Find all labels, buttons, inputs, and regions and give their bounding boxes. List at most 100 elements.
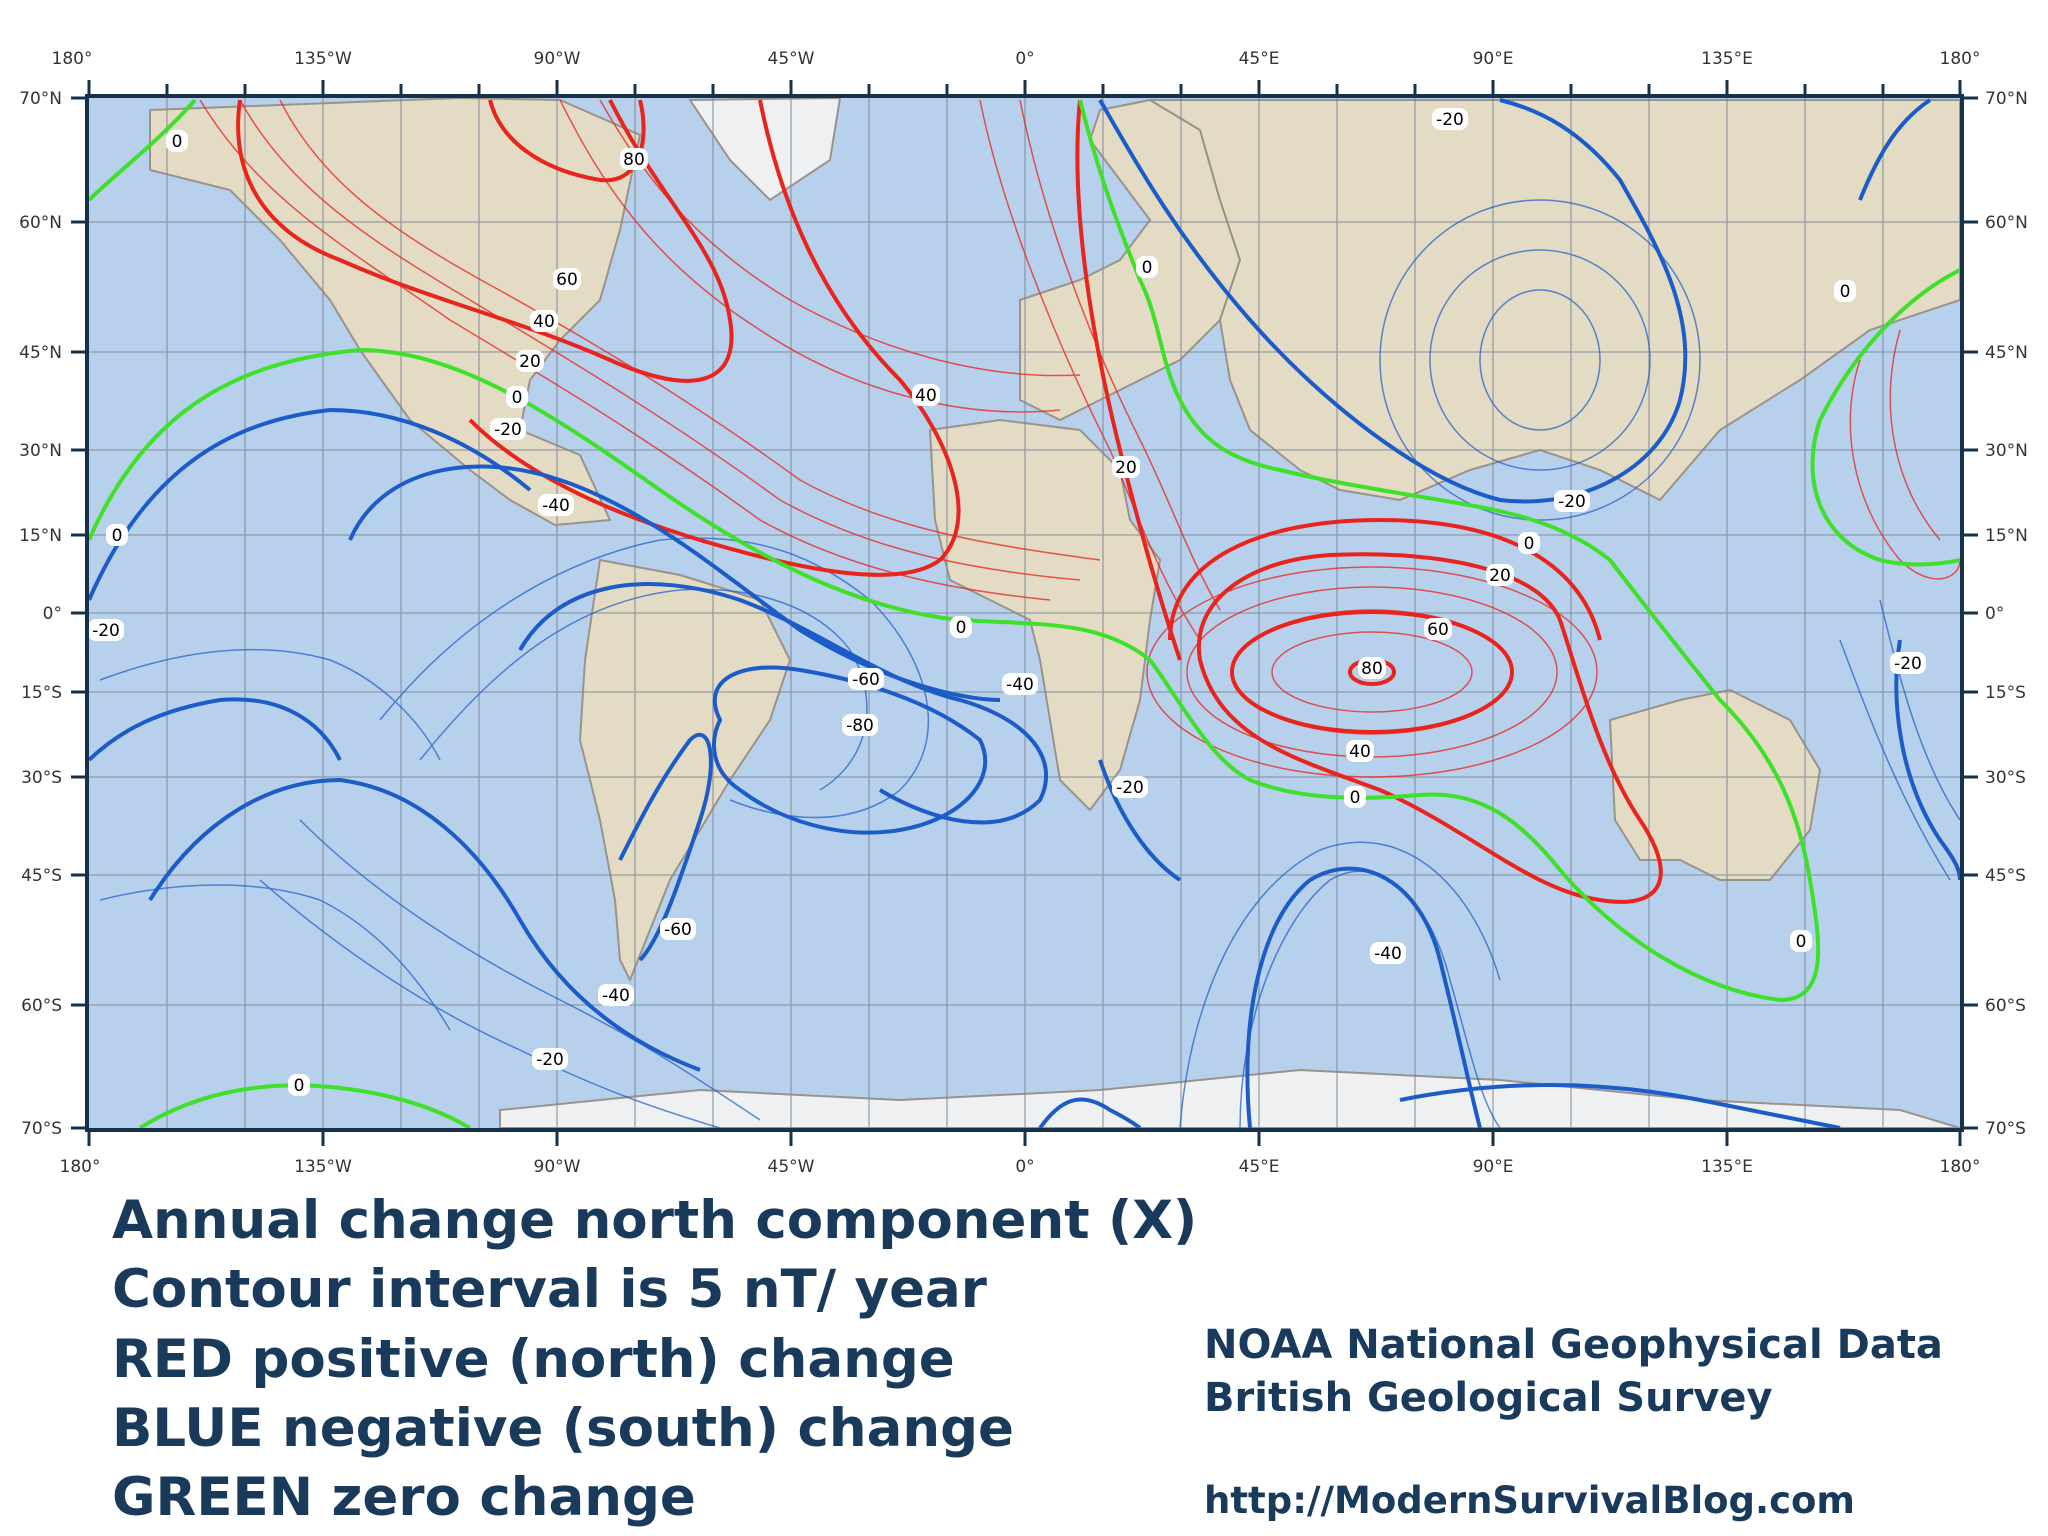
blue-contour-20-pacific — [1858, 98, 1932, 201]
lat-label: 30°N — [1985, 441, 2028, 461]
lat-label: 60°S — [21, 996, 62, 1016]
lon-label: 90°E — [1473, 1157, 1514, 1177]
lat-label: 30°N — [19, 441, 62, 461]
svg-text:-80: -80 — [846, 716, 874, 736]
svg-text:-20: -20 — [1436, 110, 1464, 130]
contour-label-blue-11: -60 — [660, 918, 696, 940]
svg-text:-20: -20 — [536, 1050, 564, 1070]
svg-text:0: 0 — [1142, 258, 1153, 278]
contour-label-blue-7: -20 — [89, 619, 124, 641]
contour-label-blue-4: -80 — [842, 714, 878, 736]
contour-label-green-7: 0 — [1344, 786, 1366, 808]
contour-label-red-2: 60 — [553, 268, 581, 290]
lon-label: 135°W — [294, 49, 352, 69]
lon-label: 0° — [1015, 49, 1034, 69]
lon-label: 180° — [1940, 1157, 1981, 1177]
lon-label: 90°E — [1473, 49, 1514, 69]
contour-label-blue-1: -20 — [490, 418, 526, 440]
lon-label: 180° — [52, 49, 93, 69]
blue-contour-20-nw — [89, 407, 532, 601]
lon-label: 0° — [1015, 1157, 1034, 1177]
blue-contours — [89, 98, 1960, 1128]
svg-text:0: 0 — [1350, 788, 1361, 808]
contour-label-green-2: 0 — [506, 386, 528, 408]
svg-text:80: 80 — [1361, 659, 1383, 679]
svg-text:0: 0 — [1796, 932, 1807, 952]
lat-label: 15°N — [1985, 526, 2028, 546]
svg-text:0: 0 — [1524, 534, 1535, 554]
antarctica — [499, 1068, 1960, 1128]
svg-text:0: 0 — [1840, 282, 1851, 302]
blue-contour-40-indian — [1245, 866, 1482, 1128]
lat-label: 30°S — [1985, 768, 2026, 788]
zero-contour-main — [89, 99, 1821, 1003]
lat-label: 0° — [43, 604, 62, 624]
red-contour-60-indian — [1230, 610, 1514, 734]
blue-contour-60-south — [618, 732, 713, 962]
svg-text:40: 40 — [533, 312, 555, 332]
svg-text:60: 60 — [556, 270, 578, 290]
contour-label-red-3: 40 — [530, 310, 558, 332]
blue-contour-20-indian — [1098, 759, 1182, 882]
lat-label: 0° — [1985, 604, 2004, 624]
longitude-labels-bottom: 180° 135°W 90°W 45°W 0° 45°E 90°E 135°E … — [60, 1157, 1981, 1177]
svg-text:40: 40 — [915, 386, 937, 406]
greenland — [688, 98, 842, 202]
contour-label-red-8: 60 — [1424, 618, 1452, 640]
lat-label: 45°N — [1985, 343, 2028, 363]
contour-label-red-1: 80 — [620, 148, 648, 170]
contour-label-blue-9: -20 — [1554, 490, 1590, 512]
latitude-labels-left: 70°N 60°N 45°N 30°N 15°N 0° 15°S 30°S 45… — [19, 89, 62, 1139]
caption-red: RED positive (north) change — [112, 1329, 955, 1390]
lat-label: 60°S — [1985, 996, 2026, 1016]
blue-contour-20-sw-pacific — [1894, 639, 1960, 881]
contour-labels: 80 60 40 20 40 20 20 60 80 40 0 0 0 0 0 … — [89, 108, 1926, 1096]
red-contour-20 — [1075, 99, 1182, 661]
lon-label: 135°E — [1701, 49, 1753, 69]
lat-label: 60°N — [19, 213, 62, 233]
blue-contour-south-pacific — [1038, 1097, 1142, 1128]
contour-label-blue-10: -20 — [1890, 652, 1926, 674]
contour-label-green-8: 0 — [1790, 930, 1812, 952]
credit-noaa: NOAA National Geophysical Data — [1204, 1322, 1943, 1368]
svg-text:80: 80 — [623, 150, 645, 170]
svg-text:-40: -40 — [1374, 944, 1402, 964]
contour-label-red-4: 20 — [516, 350, 544, 372]
svg-text:0: 0 — [512, 388, 523, 408]
lon-label: 90°W — [534, 1157, 581, 1177]
zero-contour-nw — [89, 98, 197, 202]
red-contour-60-north — [236, 99, 734, 383]
contour-label-blue-2: -40 — [538, 494, 574, 516]
svg-text:20: 20 — [1489, 566, 1511, 586]
contour-label-blue-12: -40 — [598, 984, 634, 1006]
svg-text:-20: -20 — [1558, 492, 1586, 512]
svg-text:-40: -40 — [542, 496, 570, 516]
svg-text:0: 0 — [956, 618, 967, 638]
lat-label: 15°S — [21, 683, 62, 703]
svg-text:-60: -60 — [664, 920, 692, 940]
svg-text:-20: -20 — [1116, 778, 1144, 798]
lat-label: 15°S — [1985, 683, 2026, 703]
lon-label: 180° — [60, 1157, 101, 1177]
svg-text:-20: -20 — [1894, 654, 1922, 674]
australia — [1608, 688, 1822, 881]
svg-text:0: 0 — [172, 132, 183, 152]
contour-label-red-7: 20 — [1486, 564, 1514, 586]
red-contour-40-indian — [1196, 552, 1663, 904]
lon-label: 45°E — [1239, 1157, 1280, 1177]
green-contours — [89, 98, 1960, 1128]
contour-label-red-10: 40 — [1346, 740, 1374, 762]
svg-text:0: 0 — [294, 1076, 305, 1096]
contour-label-red-9: 80 — [1358, 657, 1386, 679]
svg-text:60: 60 — [1427, 620, 1449, 640]
svg-text:0: 0 — [112, 526, 123, 546]
contour-label-red-5: 40 — [912, 384, 940, 406]
credit-url[interactable]: http://ModernSurvivalBlog.com — [1204, 1479, 1855, 1522]
svg-text:20: 20 — [1115, 458, 1137, 478]
lat-label: 60°N — [1985, 213, 2028, 233]
red-contour-20-indian — [1168, 517, 1602, 641]
svg-text:-40: -40 — [1006, 675, 1034, 695]
lat-label: 70°S — [1985, 1119, 2026, 1139]
contour-label-blue-8: -40 — [1370, 942, 1406, 964]
